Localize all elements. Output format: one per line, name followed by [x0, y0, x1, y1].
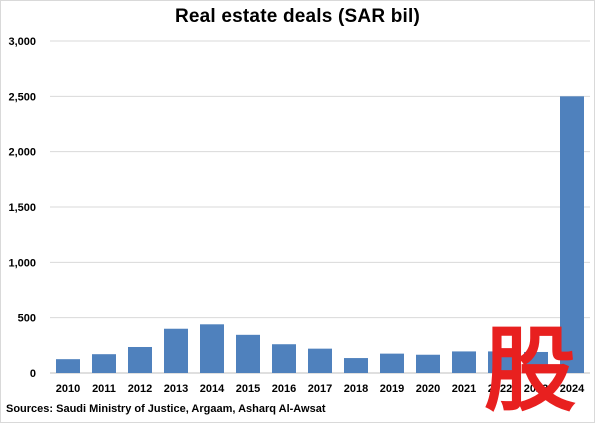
x-tick-label: 2019 [380, 383, 404, 395]
x-tick-label: 2015 [236, 383, 260, 395]
x-tick-label: 2024 [560, 383, 585, 395]
y-tick-label: 2,000 [8, 147, 36, 159]
x-tick-label: 2020 [416, 383, 440, 395]
bar-2016 [272, 344, 296, 373]
y-tick-label: 1,000 [8, 257, 36, 269]
bar-2010 [56, 359, 80, 373]
watermark-logo: 股 [484, 322, 576, 414]
x-tick-label: 2013 [164, 383, 188, 395]
x-tick-label: 2016 [272, 383, 296, 395]
bar-2019 [380, 353, 404, 373]
bar-2018 [344, 358, 368, 373]
y-tick-label: 2,500 [8, 91, 36, 103]
bar-2020 [416, 354, 440, 373]
bar-2017 [308, 348, 332, 373]
chart-title: Real estate deals (SAR bil) [174, 6, 421, 27]
x-tick-label: 2012 [128, 383, 152, 395]
bar-2013 [164, 328, 188, 373]
y-tick-label: 1,500 [8, 202, 36, 214]
x-tick-label: 2011 [92, 383, 116, 395]
x-tick-label: 2010 [56, 383, 80, 395]
y-tick-label: 0 [30, 368, 36, 380]
watermark-glyph: 股 [484, 322, 576, 414]
y-tick-label: 500 [18, 313, 36, 325]
x-tick-label: 2023 [524, 383, 548, 395]
bar-2021 [452, 351, 476, 373]
x-tick-label: 2021 [452, 383, 476, 395]
bar-2014 [200, 324, 224, 373]
bar-2012 [128, 346, 152, 373]
bar-2011 [92, 354, 116, 373]
x-tick-label: 2018 [344, 383, 368, 395]
x-tick-label: 2017 [308, 383, 332, 395]
x-tick-label: 2022 [488, 383, 512, 395]
y-tick-label: 3,000 [8, 36, 36, 48]
bar-2024 [560, 96, 584, 373]
bar-2023 [524, 351, 548, 373]
bar-2015 [236, 334, 260, 373]
x-tick-label: 2014 [200, 383, 225, 395]
bar-2022 [488, 351, 512, 373]
source-note: Sources: Saudi Ministry of Justice, Arga… [6, 403, 326, 415]
